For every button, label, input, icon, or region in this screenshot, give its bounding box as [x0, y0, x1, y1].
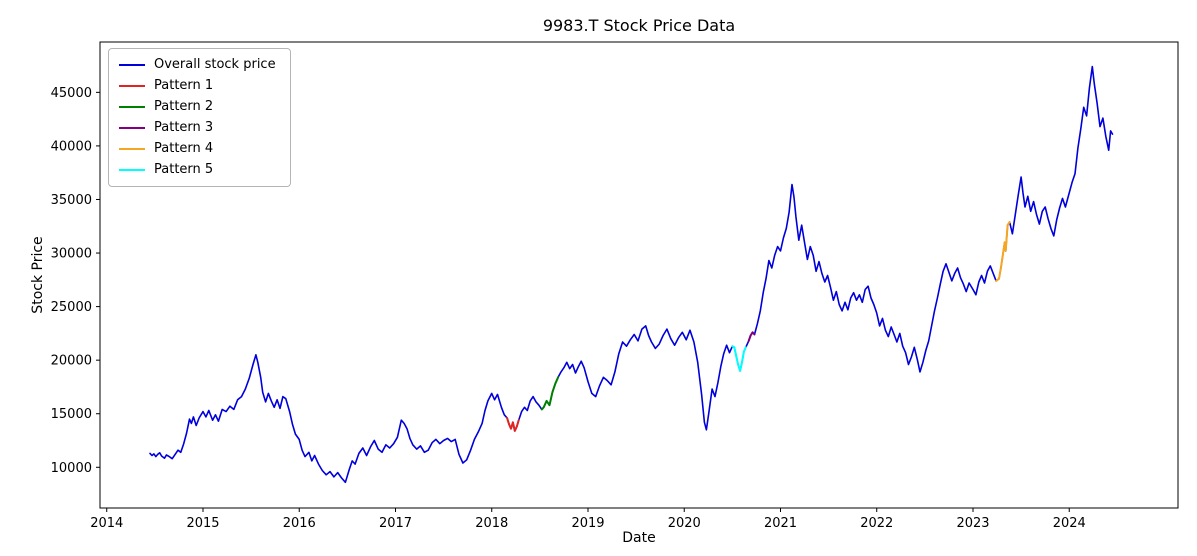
x-tick-label: 2019 [571, 516, 604, 531]
legend-label: Pattern 5 [154, 162, 214, 177]
legend-label: Pattern 1 [154, 78, 214, 93]
y-tick-label: 15000 [51, 407, 92, 422]
legend-label: Overall stock price [154, 57, 276, 72]
x-axis-label: Date [622, 530, 656, 546]
series-pattern-5-line [731, 345, 747, 372]
y-tick-label: 45000 [51, 86, 92, 101]
y-tick-label: 10000 [51, 461, 92, 476]
x-tick-label: 2023 [956, 516, 989, 531]
x-tick-label: 2021 [764, 516, 797, 531]
legend-item: Overall stock price [119, 57, 276, 73]
y-tick-label: 20000 [51, 354, 92, 369]
plot-frame [99, 41, 1179, 509]
y-tick-label: 35000 [51, 193, 92, 208]
x-tick-label: 2018 [475, 516, 508, 531]
legend-item: Pattern 5 [119, 162, 276, 178]
x-tick-label: 2020 [668, 516, 701, 531]
series-pattern-4-line [995, 221, 1011, 282]
legend-item: Pattern 3 [119, 120, 276, 136]
y-tick-label: 25000 [51, 300, 92, 315]
legend-line-swatch [119, 127, 145, 129]
x-tick-label: 2016 [283, 516, 316, 531]
chart-legend: Overall stock price Pattern 1 Pattern 2 Pat… [108, 48, 291, 187]
y-tick-label: 40000 [51, 139, 92, 154]
series-overall-line [149, 65, 1114, 484]
legend-item: Pattern 2 [119, 99, 276, 115]
series-pattern-1-line [506, 417, 520, 432]
x-tick-label: 2014 [90, 516, 123, 531]
legend-label: Pattern 4 [154, 141, 214, 156]
y-axis-label: Stock Price [30, 236, 46, 314]
x-tick-label: 2017 [379, 516, 412, 531]
x-tick-label: 2022 [860, 516, 893, 531]
legend-line-swatch [119, 106, 145, 108]
legend-line-swatch [119, 85, 145, 87]
x-tick-label: 2015 [186, 516, 219, 531]
legend-line-swatch [119, 148, 145, 150]
series-pattern-3-line [747, 331, 756, 342]
legend-label: Pattern 3 [154, 120, 214, 135]
x-tick-label: 2024 [1053, 516, 1086, 531]
legend-item: Pattern 4 [119, 141, 276, 157]
y-tick-label: 30000 [51, 247, 92, 262]
chart-title: 9983.T Stock Price Data [542, 16, 736, 35]
legend-line-swatch [119, 64, 145, 66]
series-pattern-2-line [540, 376, 560, 411]
legend-label: Pattern 2 [154, 99, 214, 114]
legend-line-swatch [119, 169, 145, 171]
legend-item: Pattern 1 [119, 78, 276, 94]
